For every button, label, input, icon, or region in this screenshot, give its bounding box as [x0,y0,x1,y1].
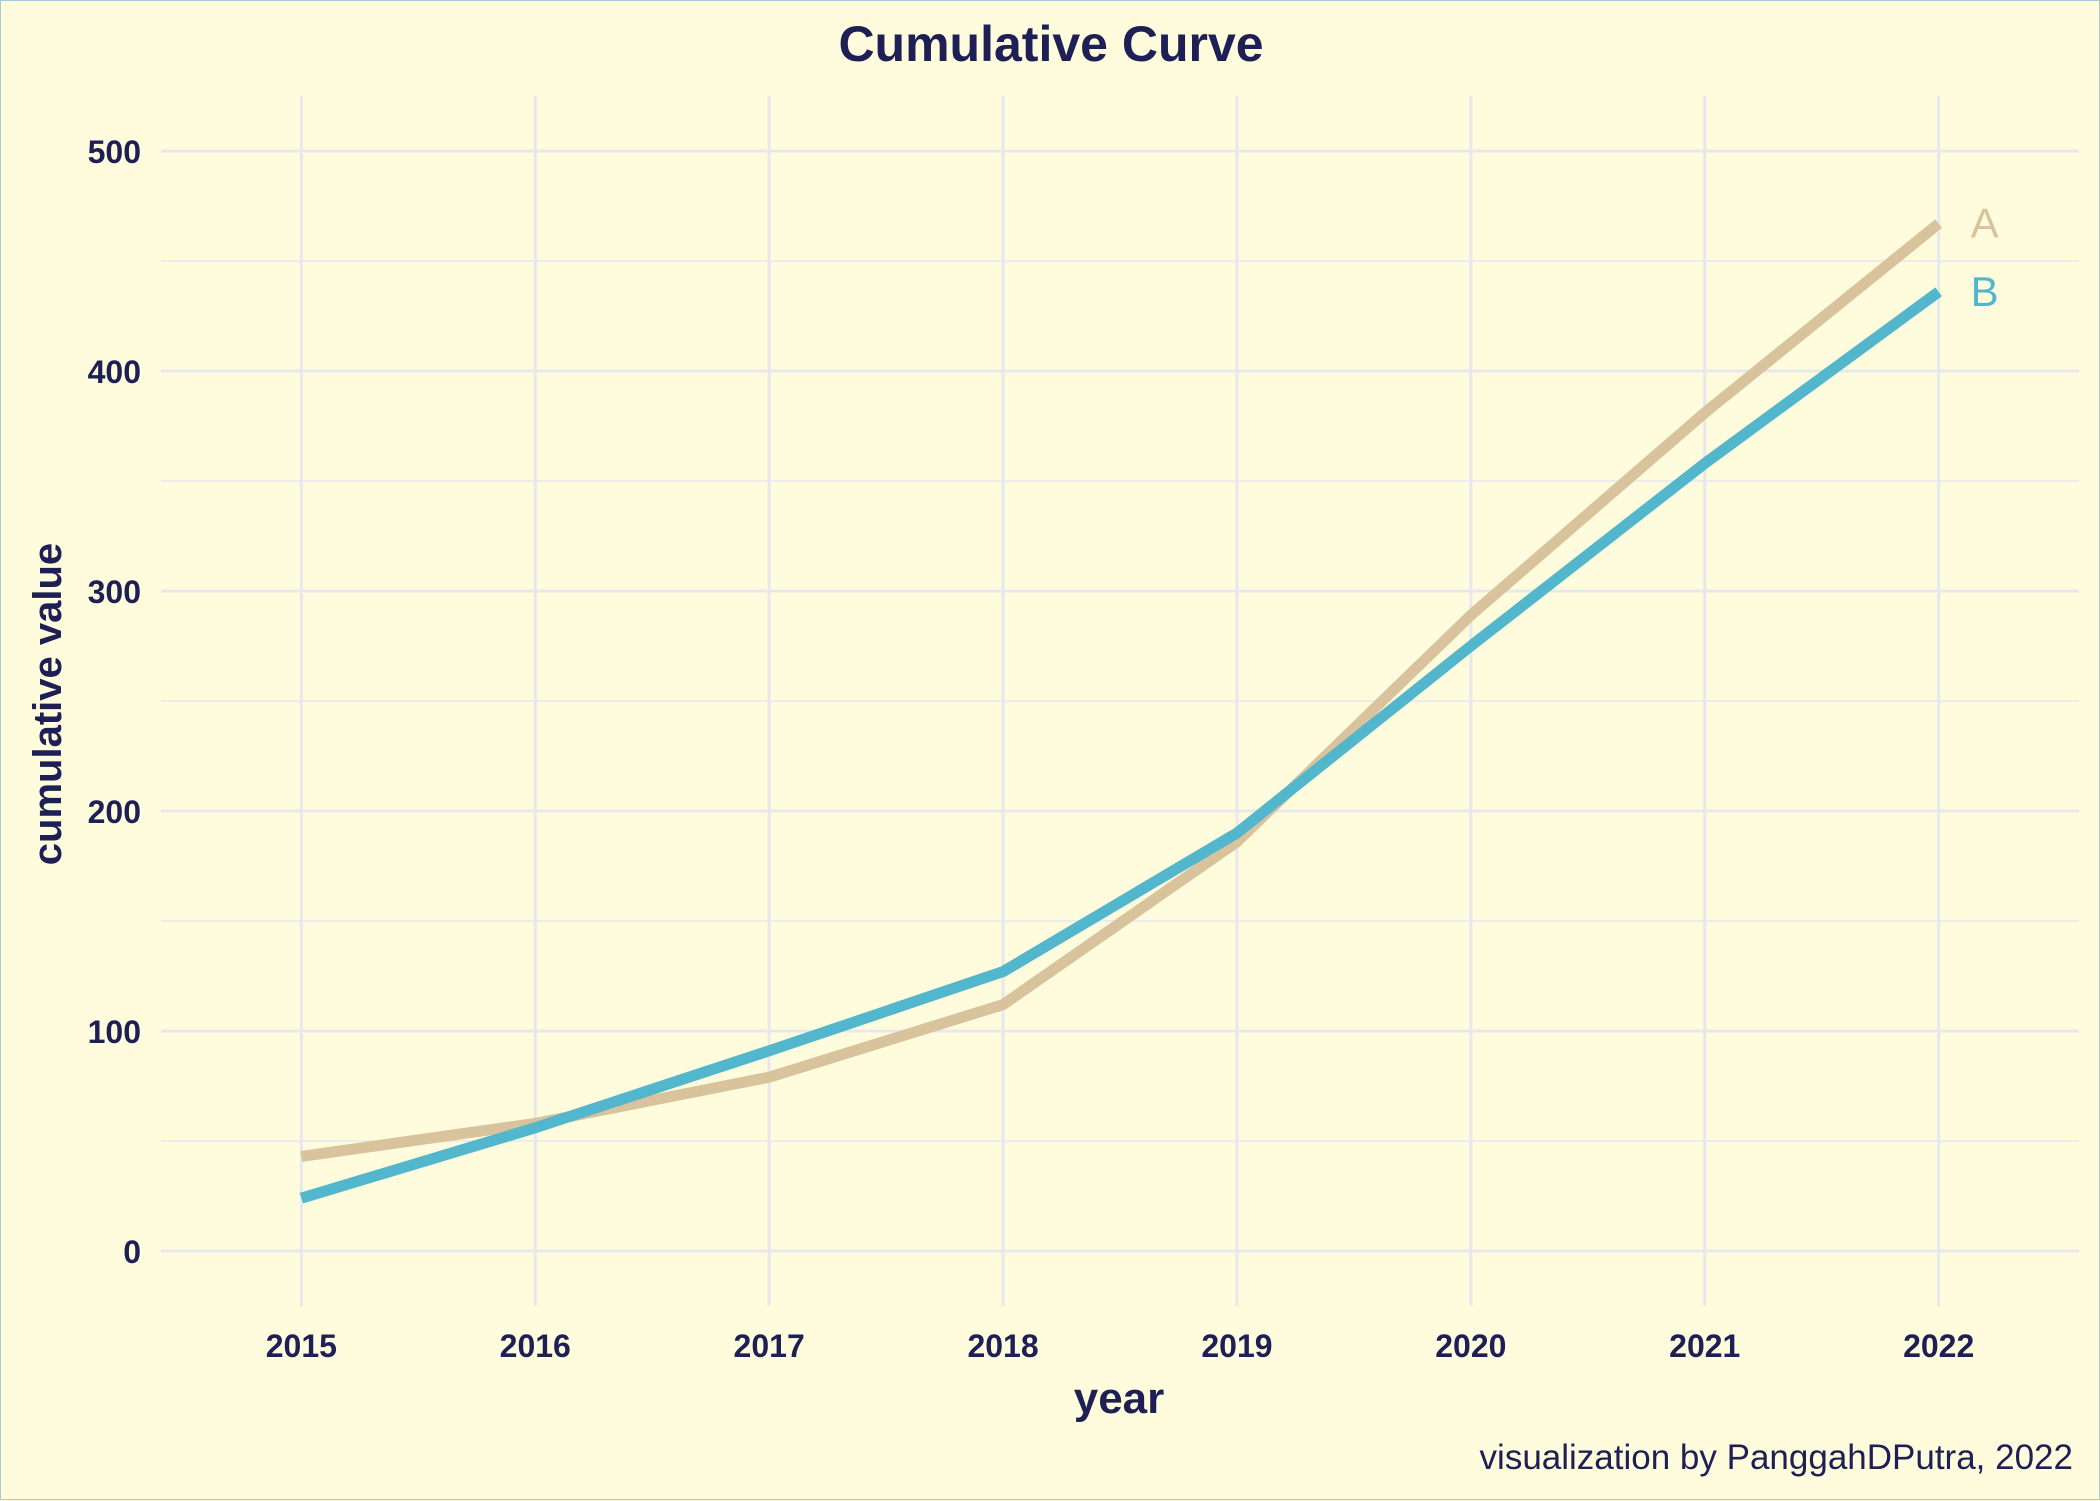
x-tick-labels: 2015 2016 2017 2018 2019 2020 2021 2022 [266,1328,1975,1364]
x-tick-label: 2021 [1669,1328,1740,1364]
y-tick-label: 200 [88,794,141,830]
x-tick-label: 2015 [266,1328,337,1364]
chart-caption: visualization by PanggahDPutra, 2022 [1479,1438,2073,1477]
series-lines [299,219,1943,1204]
y-axis-label: cumulative value [26,543,70,865]
x-axis-label: year [1074,1374,1165,1423]
x-tick-label: 2020 [1435,1328,1506,1364]
series-line-b [299,287,1942,1204]
series-label-b: B [1971,268,1999,315]
chart-title: Cumulative Curve [838,16,1264,72]
x-tick-label: 2019 [1201,1328,1272,1364]
x-tick-label: 2022 [1903,1328,1974,1364]
y-tick-label: 400 [88,354,141,390]
y-tick-label: 500 [88,134,141,170]
y-tick-labels: 0 100 200 300 400 500 [88,134,141,1270]
x-tick-label: 2016 [500,1328,571,1364]
series-line-a [300,219,1943,1162]
y-tick-label: 0 [123,1234,141,1270]
x-tick-label: 2017 [734,1328,805,1364]
y-tick-label: 300 [88,574,141,610]
series-end-labels: AB [1971,200,1999,315]
series-label-a: A [1971,200,1999,247]
grid-layer [161,96,2079,1306]
y-tick-label: 100 [88,1014,141,1050]
x-tick-label: 2018 [967,1328,1038,1364]
